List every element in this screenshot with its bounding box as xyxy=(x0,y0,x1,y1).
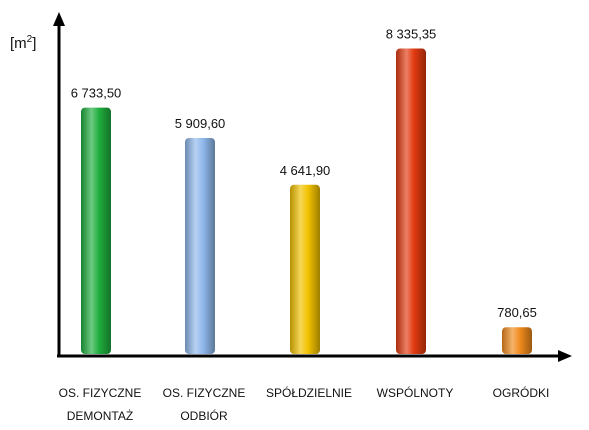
labels-group: 6 733,50 OS. FIZYCZNE DEMONTAŻ 5 909,60 OS. … xyxy=(59,27,550,423)
category-label-2-line-2: ODBIÓR xyxy=(180,408,228,423)
bar-5 xyxy=(502,327,532,354)
category-label-1-line-2: DEMONTAŻ xyxy=(67,409,133,423)
data-label-5: 780,65 xyxy=(497,305,537,320)
category-label-4-line-1: WSPÓLNOTY xyxy=(377,385,454,400)
category-label-1-line-1: OS. FIZYCZNE xyxy=(59,386,142,400)
category-label-3-line-1: SPÓŁDZIELNIE xyxy=(266,385,352,400)
category-label-2-line-1: OS. FIZYCZNE xyxy=(163,386,246,400)
x-axis-arrow xyxy=(558,350,572,362)
bar-2 xyxy=(185,138,215,354)
category-label-5-line-1: OGRÓDKI xyxy=(493,385,550,400)
bar-series xyxy=(81,48,532,355)
bar-1 xyxy=(81,107,111,354)
y-axis-arrow xyxy=(53,12,65,26)
data-label-3: 4 641,90 xyxy=(280,163,331,178)
data-label-4: 8 335,35 xyxy=(386,27,437,42)
data-label-2: 5 909,60 xyxy=(175,116,226,131)
data-label-1: 6 733,50 xyxy=(71,86,122,101)
bar-4 xyxy=(396,48,426,355)
unit-superscript: 2 xyxy=(27,34,33,45)
y-axis-unit-label: [m2] xyxy=(10,34,36,52)
bar-3 xyxy=(290,184,320,354)
